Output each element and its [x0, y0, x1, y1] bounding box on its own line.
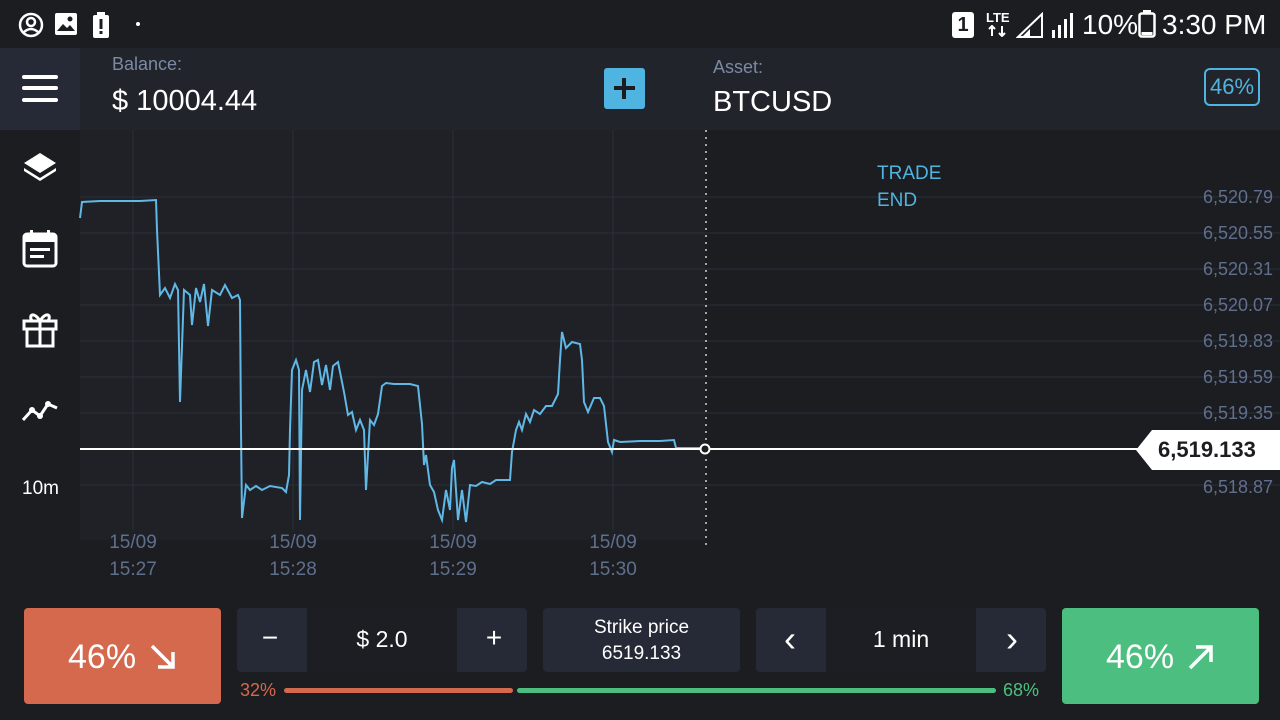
- hamburger-bar: [22, 86, 58, 90]
- increase-amount-button[interactable]: +: [485, 622, 503, 653]
- hamburger-bar: [22, 75, 58, 79]
- y-tick: 6,519.35: [1203, 403, 1274, 423]
- decrease-duration-button[interactable]: ‹: [784, 618, 796, 659]
- call-payout: 46%: [1106, 638, 1175, 676]
- strike-price-label: Strike price: [593, 617, 690, 638]
- y-tick: 6,519.83: [1203, 331, 1274, 351]
- x-tick-date: 15/09: [589, 532, 637, 553]
- y-tick: 6,518.87: [1203, 477, 1274, 497]
- battery-alert-icon: [93, 12, 109, 38]
- x-tick: 15/09 15:27: [93, 529, 173, 583]
- gift-icon[interactable]: [20, 309, 60, 349]
- lte-signal-icon: [1016, 12, 1043, 38]
- amount-value[interactable]: $ 2.0: [356, 626, 408, 652]
- y-tick: 6,520.07: [1203, 295, 1274, 315]
- sentiment-up-bar: [517, 688, 996, 693]
- call-up-button[interactable]: 46%: [1062, 608, 1259, 704]
- trade-end-line1: TRADE: [877, 163, 942, 184]
- notification-dot-icon: [136, 22, 140, 26]
- x-tick-time: 15:29: [429, 559, 477, 580]
- sentiment-down-pct: 32%: [240, 680, 277, 700]
- current-price-tag: 6,519.133: [1136, 430, 1280, 470]
- arrow-up-right-icon: [1188, 645, 1213, 670]
- lte-label: LTE: [986, 10, 1010, 25]
- sentiment-up-pct: 68%: [1003, 680, 1040, 700]
- battery-percentage: 10%: [1082, 9, 1139, 40]
- trend-line-icon[interactable]: [20, 390, 60, 430]
- current-price-dot: [699, 443, 711, 455]
- x-tick-time: 15:27: [109, 559, 157, 580]
- strike-price-value: 6519.133: [601, 643, 682, 664]
- hamburger-bar: [22, 98, 58, 102]
- put-down-button[interactable]: 46%: [24, 608, 221, 704]
- strike-price-panel[interactable]: Strike price 6519.133: [543, 608, 740, 672]
- price-line: [79, 198, 706, 524]
- timeframe-button[interactable]: 10m: [22, 478, 59, 499]
- status-bar: 1 LTE 10% 3:30 PM: [0, 0, 1280, 48]
- amount-control: − $ 2.0 +: [237, 608, 527, 672]
- clock: 3:30 PM: [1162, 9, 1267, 40]
- balance-label: Balance:: [112, 54, 183, 74]
- put-payout: 46%: [68, 638, 137, 676]
- signal-icon: [1052, 13, 1073, 38]
- y-tick: 6,519.59: [1203, 367, 1274, 387]
- duration-value[interactable]: 1 min: [872, 626, 930, 652]
- balance-value: $ 10004.44: [112, 85, 258, 117]
- y-tick: 6,520.31: [1203, 259, 1274, 279]
- x-tick: 15/09 15:28: [253, 529, 333, 583]
- layers-icon[interactable]: [20, 148, 60, 188]
- calendar-icon[interactable]: [20, 228, 60, 268]
- lte-arrows-icon: [988, 25, 1006, 37]
- battery-icon: [1138, 10, 1156, 38]
- payout-badge[interactable]: 46%: [1204, 68, 1260, 106]
- menu-button[interactable]: [0, 48, 80, 130]
- image-icon: [55, 13, 77, 35]
- chart-history-area: [80, 130, 705, 540]
- current-price-value: 6,519.133: [1158, 437, 1256, 462]
- y-tick: 6,520.55: [1203, 223, 1274, 243]
- sim-1-icon: 1: [952, 12, 974, 38]
- arrow-down-right-icon: [150, 644, 175, 669]
- increase-duration-button[interactable]: ›: [1006, 618, 1018, 659]
- add-funds-button[interactable]: [604, 68, 645, 109]
- trade-end-label: TRADE END: [877, 160, 941, 214]
- x-tick: 15/09 15:29: [413, 529, 493, 583]
- asset-label: Asset:: [713, 57, 764, 77]
- price-chart[interactable]: [0, 130, 1280, 590]
- x-tick-time: 15:30: [589, 559, 637, 580]
- x-tick-time: 15:28: [269, 559, 317, 580]
- asset-selector[interactable]: BTCUSD: [713, 86, 833, 118]
- duration-control: ‹ 1 min ›: [756, 608, 1046, 672]
- x-tick-date: 15/09: [429, 532, 477, 553]
- y-tick: 6,520.79: [1203, 187, 1274, 207]
- decrease-amount-button[interactable]: −: [261, 622, 279, 653]
- x-tick-date: 15/09: [109, 532, 157, 553]
- x-tick: 15/09 15:30: [573, 529, 653, 583]
- trade-end-line2: END: [877, 190, 918, 211]
- account-circle-icon: [18, 12, 44, 38]
- x-tick-date: 15/09: [269, 532, 317, 553]
- sentiment-down-bar: [284, 688, 513, 693]
